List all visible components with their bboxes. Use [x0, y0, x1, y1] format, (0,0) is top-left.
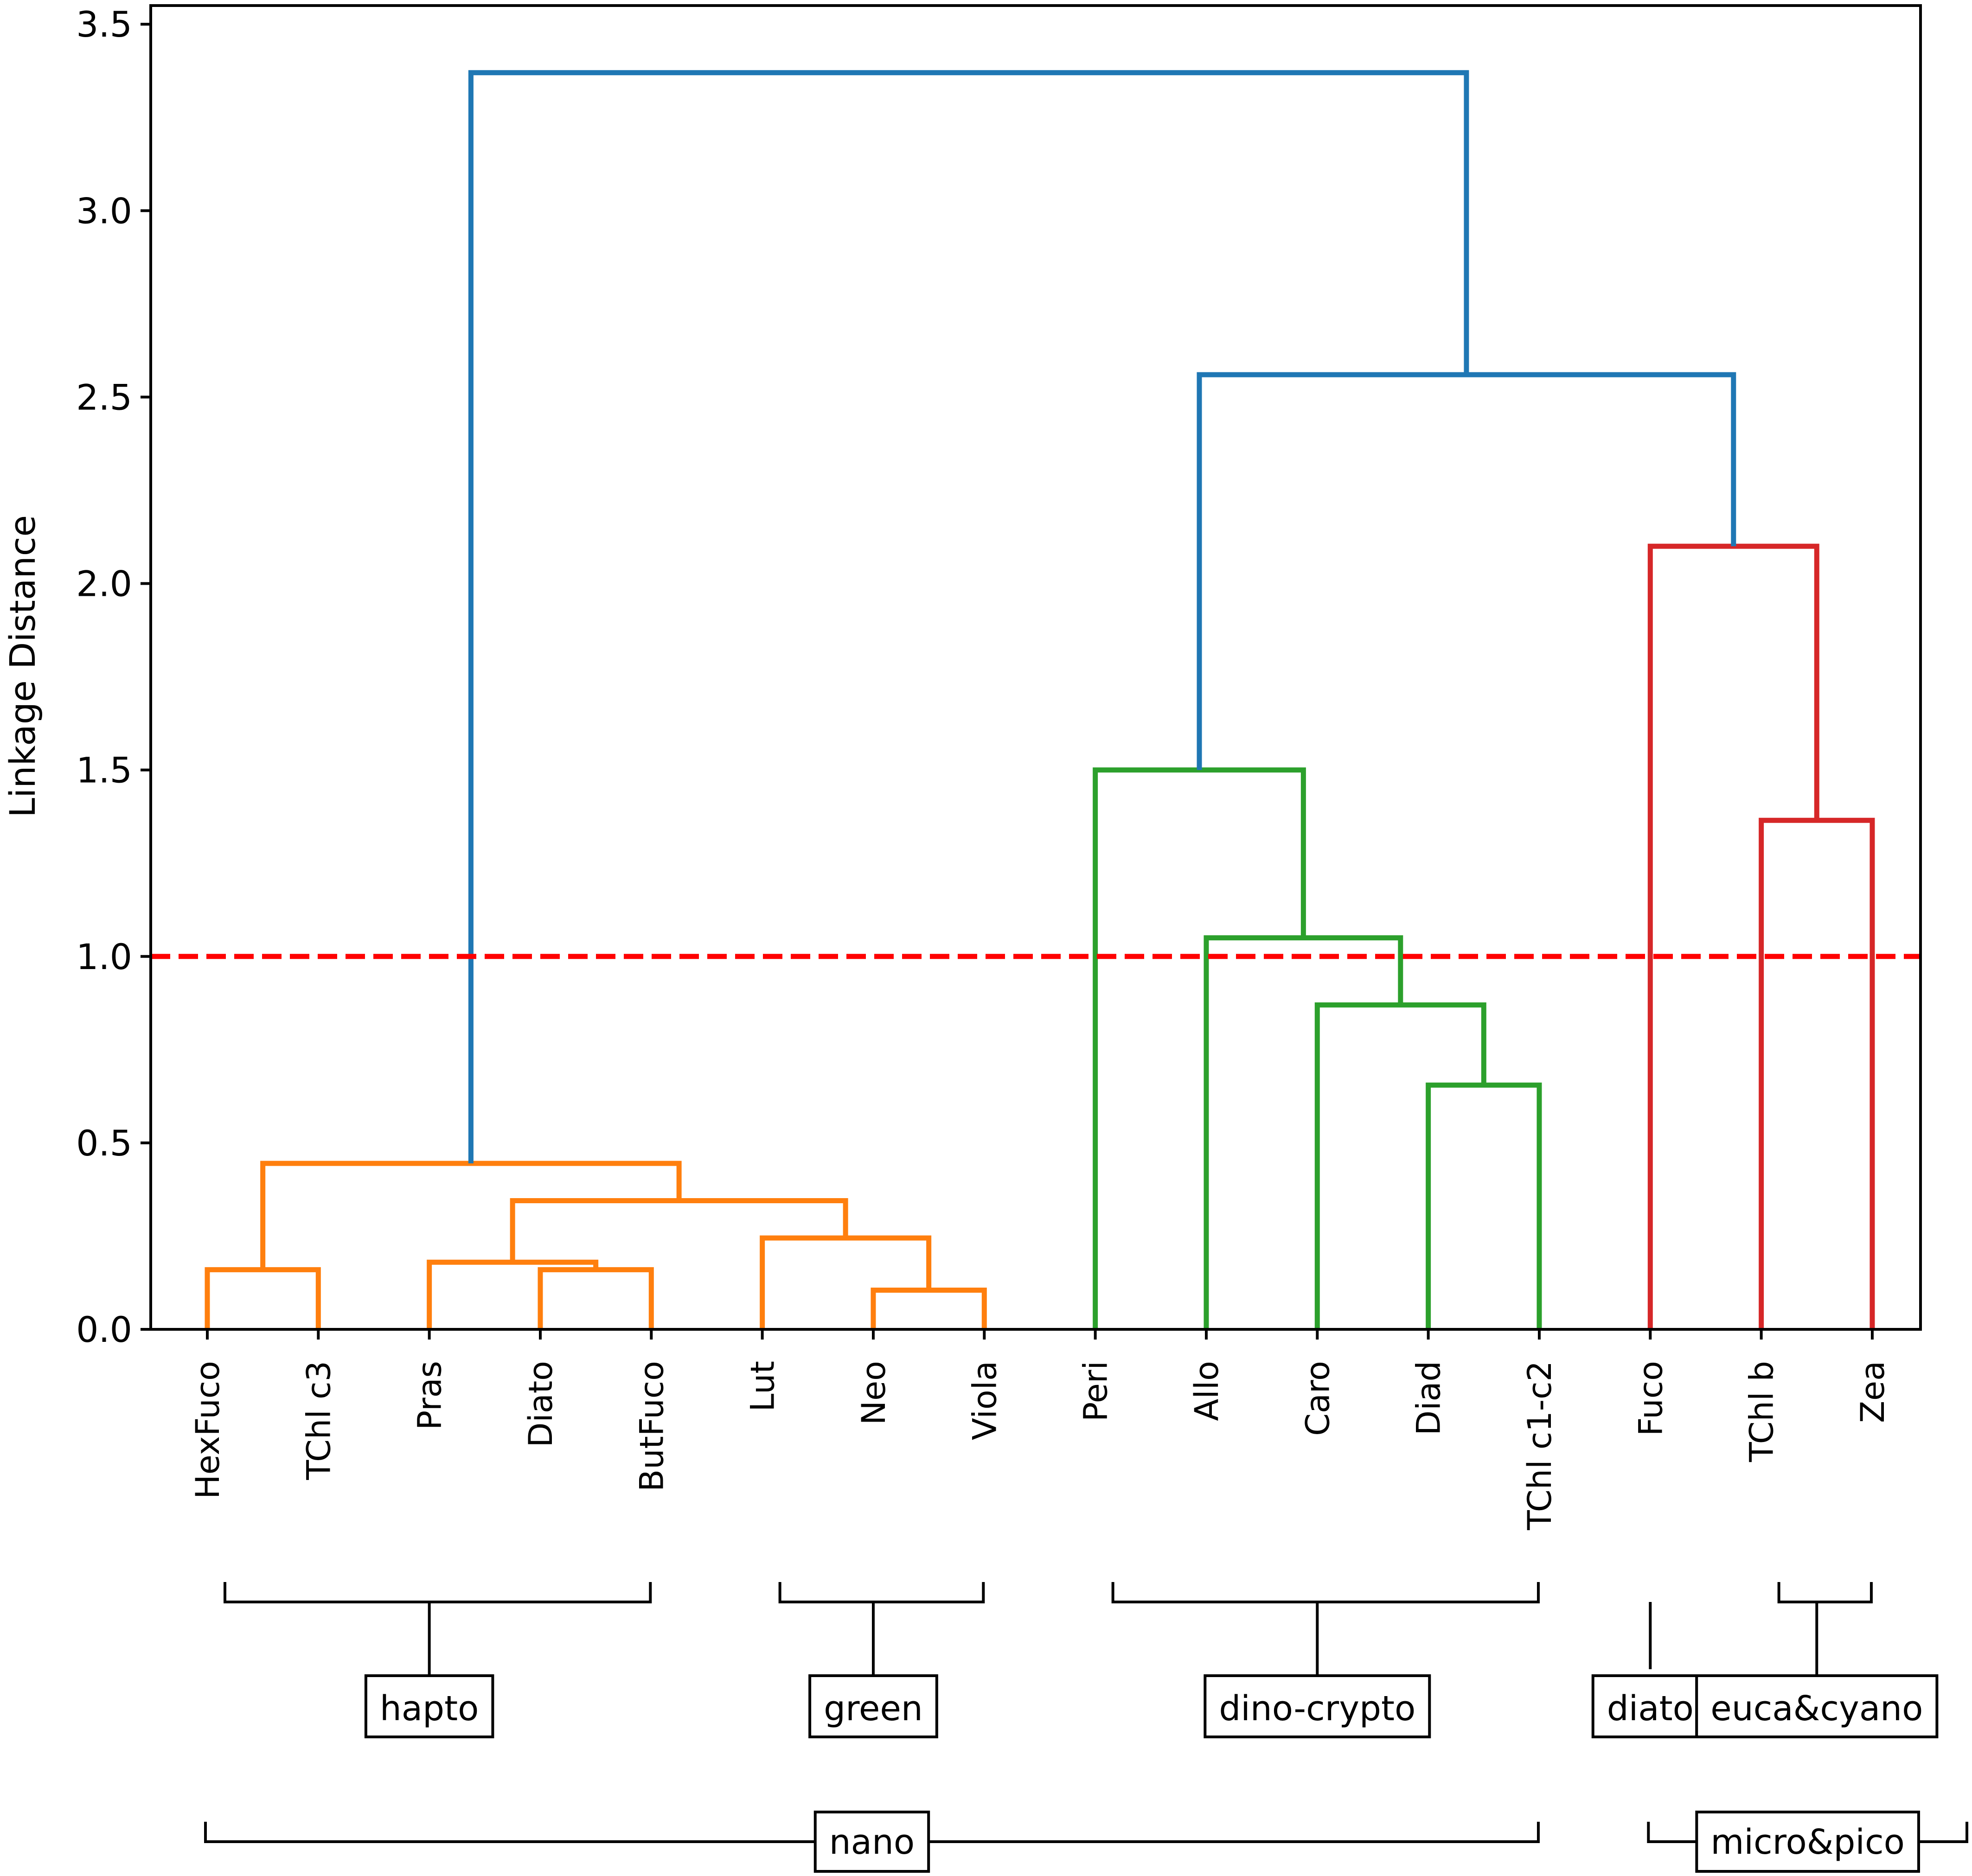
- group-bracket-4: [1777, 1582, 1873, 1603]
- leaf-label-8: Peri: [1077, 1361, 1115, 1422]
- group-label-0: hapto: [380, 1689, 479, 1729]
- leaf-label-11: Diad: [1410, 1361, 1448, 1436]
- leaf-label-12: TChl c1-c2: [1521, 1361, 1559, 1531]
- x-axis: HexFuco TChl c3 Pras Diato ButFuco Lut Neo Viol…: [189, 1329, 1892, 1531]
- y-axis-label: Linkage Distance: [2, 515, 43, 817]
- group-box-1: [808, 1674, 938, 1738]
- y-tick-label-7: 3.5: [76, 4, 132, 45]
- y-tick-label-0: 0.0: [76, 1309, 132, 1350]
- y-tick-label-2: 1.0: [76, 936, 132, 977]
- group-box-0: [364, 1674, 494, 1738]
- leaf-label-13: Fuco: [1632, 1361, 1670, 1436]
- leaf-label-5: Lut: [744, 1361, 782, 1412]
- group-brackets: hapto green dino-crypto diato euca&cyano: [224, 1582, 1939, 1738]
- supergroup-label-1: micro&pico: [1710, 1822, 1905, 1862]
- group-box-3: [1591, 1674, 1709, 1738]
- leaf-label-2: Pras: [411, 1361, 449, 1430]
- group-label-2: dino-crypto: [1219, 1689, 1415, 1729]
- leaf-label-10: Caro: [1299, 1361, 1337, 1436]
- leaf-label-9: Allo: [1188, 1361, 1226, 1421]
- y-axis: 0.0 0.5 1.0 1.5 2.0 2.5 3.0 3.5: [76, 4, 151, 1350]
- y-tick-label-6: 3.0: [76, 190, 132, 231]
- leaf-label-15: Zea: [1854, 1361, 1892, 1423]
- group-box-2: [1204, 1674, 1431, 1738]
- y-tick-label-3: 1.5: [76, 750, 132, 791]
- group-bracket-1: [778, 1582, 985, 1603]
- leaf-label-0: HexFuco: [189, 1361, 227, 1499]
- group-label-4: euca&cyano: [1710, 1689, 1923, 1729]
- plot-frame: [149, 4, 1922, 1331]
- y-tick-label-5: 2.5: [76, 376, 132, 418]
- group-bracket-2: [1111, 1582, 1540, 1603]
- group-box-4: [1695, 1674, 1939, 1738]
- supergroup-label-0: nano: [829, 1822, 915, 1862]
- dendrogram-links: [205, 70, 1875, 1329]
- y-tick-label-1: 0.5: [76, 1123, 132, 1164]
- leaf-label-6: Neo: [855, 1361, 893, 1425]
- group-label-1: green: [824, 1689, 923, 1729]
- leaf-label-7: Viola: [966, 1361, 1004, 1440]
- group-bracket-0: [224, 1582, 652, 1603]
- dendrogram-link-14: [468, 70, 1469, 1164]
- leaf-label-14: TChl b: [1743, 1361, 1781, 1462]
- leaf-label-3: Diato: [522, 1361, 560, 1448]
- y-tick-label-4: 2.0: [76, 563, 132, 605]
- group-label-3: diato: [1607, 1689, 1694, 1729]
- supergroup-brackets: nano micro&pico: [204, 1811, 1968, 1873]
- leaf-label-4: ButFuco: [633, 1361, 671, 1492]
- leaf-label-1: TChl c3: [300, 1361, 338, 1480]
- supergroup-box-0: [813, 1811, 930, 1873]
- supergroup-box-1: [1695, 1811, 1920, 1873]
